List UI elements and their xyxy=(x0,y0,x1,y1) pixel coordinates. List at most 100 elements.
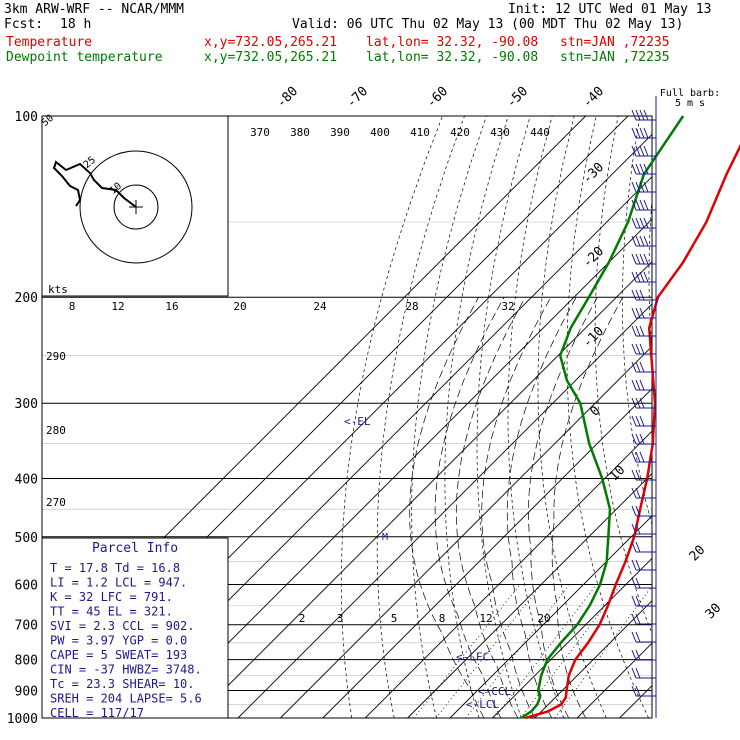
dry-adiabat-line xyxy=(675,116,740,718)
wind-barb-flag xyxy=(631,685,637,697)
init-time: Init: 12 UTC Wed 01 May 13 xyxy=(508,2,712,17)
wind-barb-flag xyxy=(635,145,641,157)
wind-barb xyxy=(631,613,656,625)
wind-barb xyxy=(631,289,656,301)
dewpoint-legend-latlon: lat,lon= 32.32, -90.08 xyxy=(366,50,539,65)
wind-barb-flag xyxy=(635,379,641,391)
wind-barb-flag xyxy=(639,145,645,157)
pressure-tick-label: 400 xyxy=(15,472,38,487)
wind-barb-flag xyxy=(631,271,637,283)
left-theta-label: 280 xyxy=(46,424,66,437)
wind-barb-flag xyxy=(635,649,641,661)
dry-adiabat-line xyxy=(724,116,740,718)
parcel-info-row: Tc = 23.3 SHEAR= 10. xyxy=(50,677,195,691)
wind-barb-flag xyxy=(635,577,641,589)
parcel-info-row: CIN = -37 HWBZ= 3748. xyxy=(50,663,202,677)
wind-barb-flag xyxy=(631,397,637,409)
pressure-tick-label: 200 xyxy=(15,291,38,306)
wind-barb-flag xyxy=(635,325,641,337)
hodograph-ring xyxy=(113,184,159,230)
wind-barb xyxy=(631,685,656,697)
wind-barb-flag xyxy=(631,109,637,121)
wind-barb-flag xyxy=(639,289,645,301)
isotherm-line xyxy=(492,557,652,718)
wind-barb-flag xyxy=(635,361,641,373)
wind-barb-flag xyxy=(631,487,637,499)
parcel-info-row: T = 17.8 Td = 16.8 xyxy=(50,561,180,575)
wind-barb-flag xyxy=(639,415,645,427)
wind-barb xyxy=(631,109,656,121)
isotherm-tick-label: 20 xyxy=(687,543,709,565)
dewpoint-legend-name: Dewpoint temperature xyxy=(6,50,163,65)
forecast-hour: 18 h xyxy=(60,17,92,32)
moist-adiabat-line xyxy=(434,297,505,718)
parcel-info-row: K = 32 LFC = 791. xyxy=(50,590,173,604)
wind-barb-flag xyxy=(631,379,637,391)
wind-barb-flag xyxy=(631,343,637,355)
dry-adiabat-line xyxy=(648,196,652,353)
wind-barb-flag xyxy=(635,163,641,175)
moist-adiabat-line xyxy=(506,297,577,718)
wind-barb-flag xyxy=(635,181,641,193)
wind-barb-flag xyxy=(635,127,641,139)
wind-barb-flag xyxy=(643,181,649,193)
barb-legend-title: Full barb: xyxy=(660,88,720,99)
hodograph-scale-label: 28 xyxy=(405,300,418,313)
wind-barb-flag xyxy=(635,271,641,283)
parcel-info-title: Parcel Info xyxy=(92,541,178,556)
wind-barb-flag xyxy=(631,235,637,247)
level-annotation-lfc: <-LFC xyxy=(456,651,489,664)
temperature-legend-latlon: lat,lon= 32.32, -90.08 xyxy=(366,35,539,50)
level-annotation-el: <-EL xyxy=(344,415,371,428)
isotherm-tick-label: -20 xyxy=(580,244,607,271)
isotherm-line xyxy=(195,260,652,718)
isotherm-line xyxy=(449,515,652,718)
wind-barb xyxy=(631,631,656,643)
wind-barb-flag xyxy=(635,523,641,535)
wind-barb xyxy=(631,235,656,247)
wind-barb xyxy=(631,307,656,319)
temperature-legend-name: Temperature xyxy=(6,35,93,50)
level-annotation-ccl: <-CCL xyxy=(478,685,511,698)
wind-barb xyxy=(631,379,656,391)
isotherm-line xyxy=(662,116,740,718)
wind-barb-flag xyxy=(635,685,641,697)
wind-barb-flag xyxy=(639,271,645,283)
wind-barb-flag xyxy=(635,631,641,643)
theta-tick-label: 390 xyxy=(330,126,350,139)
wind-barb-flag xyxy=(635,559,641,571)
hodograph-scale-label: 32 xyxy=(501,300,514,313)
plot-area xyxy=(42,116,740,718)
isotherm-tick-label: -80 xyxy=(274,84,301,111)
parcel-info-row: CAPE = 5 SWEAT= 193 xyxy=(50,648,187,662)
wind-barb-flag xyxy=(639,361,645,373)
wind-barb-flag xyxy=(635,433,641,445)
wind-barb xyxy=(631,271,656,283)
wind-barb-flag xyxy=(631,451,637,463)
wind-barb xyxy=(631,127,656,139)
wind-barb-flag xyxy=(631,361,637,373)
dry-adiabat-line xyxy=(566,116,649,718)
wind-barb-flag xyxy=(631,145,637,157)
wind-barb xyxy=(631,541,656,553)
wind-barb-flag xyxy=(639,433,645,445)
moist-adiabat-line xyxy=(455,297,526,718)
plot-frame xyxy=(41,115,653,719)
wind-barb-flag xyxy=(639,253,645,265)
moist-adiabat-line xyxy=(409,297,485,718)
hodograph-trace xyxy=(52,160,137,208)
wind-barb-flag xyxy=(631,253,637,265)
wind-barb-flag xyxy=(631,523,637,535)
wind-barb-flag xyxy=(635,595,641,607)
isotherm-line xyxy=(237,303,652,718)
dry-adiabat-line xyxy=(507,116,565,718)
barb-legend-units: 5 m s xyxy=(675,98,705,109)
isotherm-line xyxy=(619,684,652,718)
hodograph-scale-label: 8 xyxy=(69,300,76,313)
wind-barb xyxy=(631,181,656,193)
wind-barb xyxy=(631,145,656,157)
wind-barb-flag xyxy=(635,487,641,499)
dry-adiabat-line xyxy=(537,116,607,718)
